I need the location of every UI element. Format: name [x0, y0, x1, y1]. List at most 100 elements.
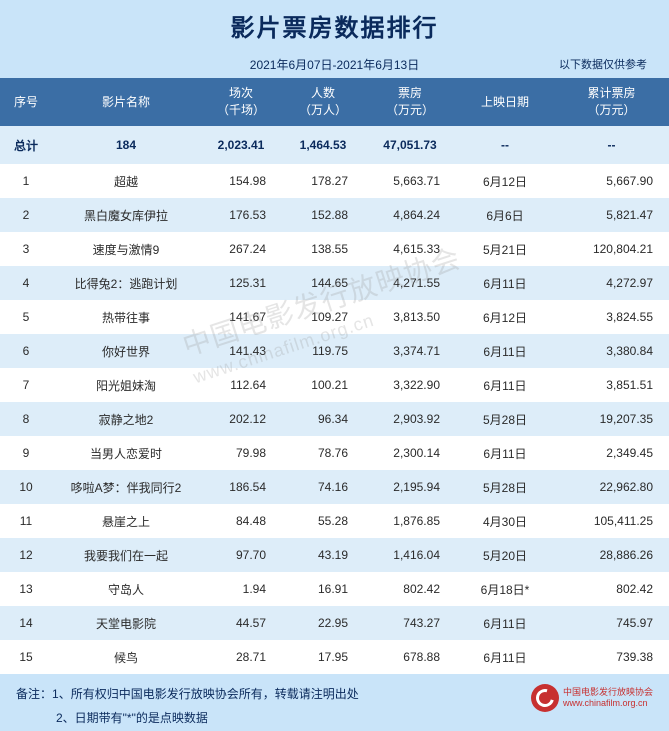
- cell-screenings: 28.71: [200, 640, 282, 674]
- cell-rank: 9: [0, 436, 52, 470]
- logo: 中国电影发行放映协会 www.chinafilm.org.cn: [531, 684, 653, 712]
- cell-release: 6月12日: [456, 300, 554, 334]
- cell-admissions: 43.19: [282, 538, 364, 572]
- cell-cumulative: 2,349.45: [554, 436, 669, 470]
- cell-release: 6月18日*: [456, 572, 554, 606]
- table-row: 13守岛人1.9416.91802.426月18日*802.42: [0, 572, 669, 606]
- cell-box-office: 2,903.92: [364, 402, 456, 436]
- total-row: 总计 184 2,023.41 1,464.53 47,051.73 -- --: [0, 126, 669, 164]
- cell-rank: 11: [0, 504, 52, 538]
- table-row: 12我要我们在一起97.7043.191,416.045月20日28,886.2…: [0, 538, 669, 572]
- table-row: 10哆啦A梦：伴我同行2186.5474.162,195.945月28日22,9…: [0, 470, 669, 504]
- cell-screenings: 267.24: [200, 232, 282, 266]
- table-body: 1超越154.98178.275,663.716月12日5,667.902黑白魔…: [0, 164, 669, 674]
- table-row: 7阳光姐妹淘112.64100.213,322.906月11日3,851.51: [0, 368, 669, 402]
- cell-release: 6月6日: [456, 198, 554, 232]
- table-row: 4比得兔2：逃跑计划125.31144.654,271.556月11日4,272…: [0, 266, 669, 300]
- table-row: 1超越154.98178.275,663.716月12日5,667.90: [0, 164, 669, 198]
- cell-admissions: 55.28: [282, 504, 364, 538]
- table-row: 5热带往事141.67109.273,813.506月12日3,824.55: [0, 300, 669, 334]
- cell-rank: 14: [0, 606, 52, 640]
- cell-admissions: 96.34: [282, 402, 364, 436]
- cell-screenings: 1.94: [200, 572, 282, 606]
- cell-admissions: 17.95: [282, 640, 364, 674]
- cell-screenings: 141.67: [200, 300, 282, 334]
- cell-box-office: 2,195.94: [364, 470, 456, 504]
- cell-name: 寂静之地2: [52, 402, 200, 436]
- cell-rank: 7: [0, 368, 52, 402]
- cell-name: 超越: [52, 164, 200, 198]
- cell-release: 6月11日: [456, 266, 554, 300]
- cell-cumulative: 739.38: [554, 640, 669, 674]
- cell-box-office: 5,663.71: [364, 164, 456, 198]
- cell-cumulative: 22,962.80: [554, 470, 669, 504]
- table-row: 14天堂电影院44.5722.95743.276月11日745.97: [0, 606, 669, 640]
- cell-box-office: 1,876.85: [364, 504, 456, 538]
- cell-screenings: 202.12: [200, 402, 282, 436]
- cell-screenings: 44.57: [200, 606, 282, 640]
- cell-rank: 15: [0, 640, 52, 674]
- subheader: 2021年6月07日-2021年6月13日 以下数据仅供参考: [0, 50, 669, 78]
- box-office-table: 影片票房数据排行 2021年6月07日-2021年6月13日 以下数据仅供参考 …: [0, 0, 669, 731]
- total-release: --: [456, 126, 554, 164]
- table-row: 11悬崖之上84.4855.281,876.854月30日105,411.25: [0, 504, 669, 538]
- cell-rank: 3: [0, 232, 52, 266]
- cell-screenings: 186.54: [200, 470, 282, 504]
- cell-release: 5月20日: [456, 538, 554, 572]
- cell-screenings: 97.70: [200, 538, 282, 572]
- cell-admissions: 16.91: [282, 572, 364, 606]
- col-name: 影片名称: [52, 78, 200, 126]
- col-cumulative: 累计票房（万元）: [554, 78, 669, 126]
- cell-release: 5月21日: [456, 232, 554, 266]
- cell-name: 黑白魔女库伊拉: [52, 198, 200, 232]
- cell-release: 6月11日: [456, 606, 554, 640]
- cell-name: 天堂电影院: [52, 606, 200, 640]
- col-release-date: 上映日期: [456, 78, 554, 126]
- cell-cumulative: 4,272.97: [554, 266, 669, 300]
- cell-name: 阳光姐妹淘: [52, 368, 200, 402]
- table-row: 2黑白魔女库伊拉176.53152.884,864.246月6日5,821.47: [0, 198, 669, 232]
- cell-admissions: 109.27: [282, 300, 364, 334]
- total-admissions: 1,464.53: [282, 126, 364, 164]
- cell-screenings: 84.48: [200, 504, 282, 538]
- cell-rank: 12: [0, 538, 52, 572]
- cell-box-office: 743.27: [364, 606, 456, 640]
- cell-admissions: 138.55: [282, 232, 364, 266]
- cell-name: 热带往事: [52, 300, 200, 334]
- cell-name: 哆啦A梦：伴我同行2: [52, 470, 200, 504]
- cell-box-office: 3,374.71: [364, 334, 456, 368]
- cell-cumulative: 5,667.90: [554, 164, 669, 198]
- cell-box-office: 4,615.33: [364, 232, 456, 266]
- cell-screenings: 125.31: [200, 266, 282, 300]
- cell-box-office: 2,300.14: [364, 436, 456, 470]
- cell-admissions: 152.88: [282, 198, 364, 232]
- cell-release: 4月30日: [456, 504, 554, 538]
- cell-box-office: 3,322.90: [364, 368, 456, 402]
- cell-admissions: 22.95: [282, 606, 364, 640]
- cell-screenings: 141.43: [200, 334, 282, 368]
- cell-name: 悬崖之上: [52, 504, 200, 538]
- disclaimer: 以下数据仅供参考: [559, 56, 647, 72]
- table-header: 序号 影片名称 场次（千场） 人数（万人） 票房（万元） 上映日期 累计票房（万…: [0, 78, 669, 126]
- cell-release: 5月28日: [456, 402, 554, 436]
- cell-name: 我要我们在一起: [52, 538, 200, 572]
- cell-name: 当男人恋爱时: [52, 436, 200, 470]
- cell-screenings: 112.64: [200, 368, 282, 402]
- logo-icon: [531, 684, 559, 712]
- cell-release: 6月11日: [456, 640, 554, 674]
- cell-rank: 5: [0, 300, 52, 334]
- cell-admissions: 100.21: [282, 368, 364, 402]
- cell-name: 候鸟: [52, 640, 200, 674]
- cell-release: 5月28日: [456, 470, 554, 504]
- cell-rank: 4: [0, 266, 52, 300]
- col-admissions: 人数（万人）: [282, 78, 364, 126]
- cell-rank: 1: [0, 164, 52, 198]
- col-screenings: 场次（千场）: [200, 78, 282, 126]
- cell-cumulative: 3,824.55: [554, 300, 669, 334]
- cell-cumulative: 3,380.84: [554, 334, 669, 368]
- cell-cumulative: 105,411.25: [554, 504, 669, 538]
- cell-name: 你好世界: [52, 334, 200, 368]
- cell-admissions: 74.16: [282, 470, 364, 504]
- cell-name: 速度与激情9: [52, 232, 200, 266]
- cell-rank: 8: [0, 402, 52, 436]
